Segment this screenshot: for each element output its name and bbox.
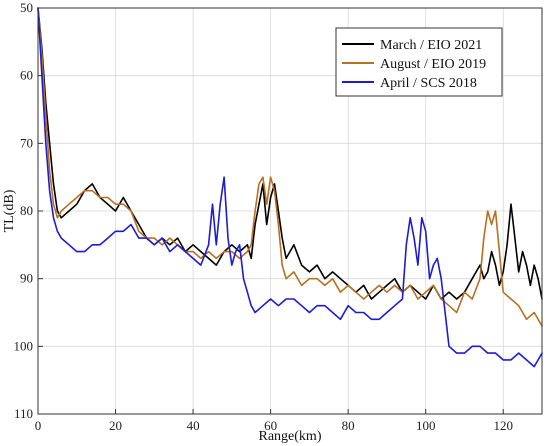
legend-label: April / SCS 2018 bbox=[380, 76, 477, 91]
y-tick-label: 70 bbox=[20, 135, 33, 150]
x-tick-label: 120 bbox=[493, 418, 513, 433]
y-tick-label: 110 bbox=[14, 406, 33, 421]
series-line-2 bbox=[37, 7, 543, 327]
x-tick-label: 60 bbox=[264, 418, 277, 433]
y-tick-label: 80 bbox=[20, 203, 33, 218]
y-tick-label: 100 bbox=[14, 338, 34, 353]
x-tick-label: 40 bbox=[187, 418, 200, 433]
y-tick-label: 50 bbox=[20, 0, 33, 15]
series-line-3 bbox=[37, 7, 543, 368]
x-axis-title: Range(km) bbox=[259, 429, 322, 444]
legend-label: August / EIO 2019 bbox=[380, 57, 486, 72]
legend-label: March / EIO 2021 bbox=[380, 38, 482, 53]
x-tick-label: 20 bbox=[109, 418, 122, 433]
legend: March / EIO 2021 August / EIO 2019 April /… bbox=[335, 27, 503, 97]
x-tick-label: 100 bbox=[416, 418, 436, 433]
y-tick-label: 90 bbox=[20, 271, 33, 286]
series-lines bbox=[37, 7, 543, 368]
y-tick-label: 60 bbox=[20, 68, 33, 83]
x-tick-label: 0 bbox=[35, 418, 42, 433]
x-tick-label: 80 bbox=[342, 418, 355, 433]
y-axis-title: TL(dB) bbox=[2, 189, 17, 232]
axis-ticks: 0 20 40 60 80 100 120 50 60 70 80 90 100 110 bbox=[14, 0, 513, 433]
